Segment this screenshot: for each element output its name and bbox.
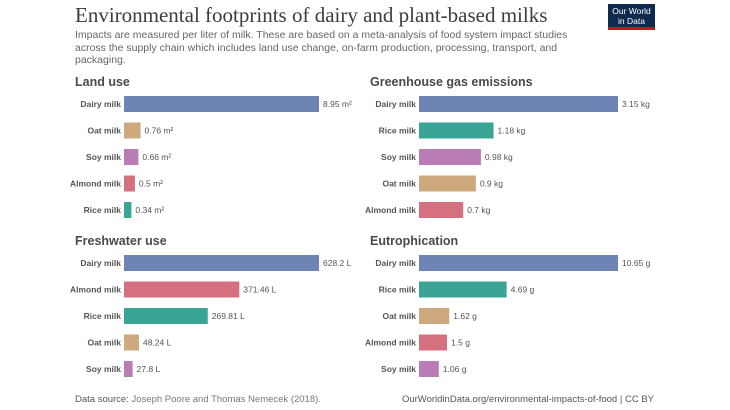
panel-freshwater-use: Freshwater use Dairy milk 628.2 L Almond mi…: [70, 234, 352, 377]
bar-rice-milk[interactable]: [419, 281, 507, 298]
source-label: Data source:: [75, 394, 129, 405]
value-label-dairy-milk: 628.2 L: [323, 258, 352, 268]
bar-dairy-milk[interactable]: [124, 96, 319, 112]
value-label-dairy-milk: 10.65 g: [622, 258, 651, 268]
bar-dairy-milk[interactable]: [419, 96, 618, 112]
value-label-oat-milk: 0.9 kg: [480, 179, 503, 189]
value-label-rice-milk: 4.69 g: [511, 285, 535, 295]
value-label-almond-milk: 0.5 m²: [139, 179, 163, 189]
bar-rice-milk[interactable]: [124, 308, 208, 324]
category-label-almond-milk: Almond milk: [365, 338, 416, 348]
category-label-oat-milk: Oat milk: [87, 338, 121, 348]
category-label-rice-milk: Rice milk: [379, 126, 417, 136]
bar-oat-milk[interactable]: [419, 175, 476, 192]
bar-almond-milk[interactable]: [419, 202, 464, 218]
bar-dairy-milk[interactable]: [419, 255, 618, 271]
category-label-soy-milk: Soy milk: [86, 152, 121, 162]
value-label-almond-milk: 371.46 L: [243, 285, 276, 295]
value-label-almond-milk: 1.5 g: [451, 338, 470, 348]
panel-title: Land use: [75, 75, 130, 89]
chart-subtitle: Impacts are measured per liter of milk. …: [75, 29, 568, 66]
panel-title: Eutrophication: [370, 234, 458, 248]
category-label-rice-milk: Rice milk: [84, 205, 122, 215]
value-label-oat-milk: 0.76 m²: [145, 126, 174, 136]
category-label-almond-milk: Almond milk: [70, 179, 121, 189]
category-label-oat-milk: Oat milk: [87, 126, 121, 136]
source-text[interactable]: Joseph Poore and Thomas Nemecek (2018).: [131, 394, 321, 405]
panel-eutrophication: Eutrophication Dairy milk 10.65 g Rice milk…: [365, 234, 651, 377]
category-label-soy-milk: Soy milk: [86, 364, 121, 374]
bar-soy-milk[interactable]: [124, 361, 133, 377]
value-label-soy-milk: 27.8 L: [137, 364, 161, 374]
value-label-dairy-milk: 8.95 m²: [323, 99, 352, 109]
bar-almond-milk[interactable]: [124, 175, 135, 192]
footer-source: Data source: Joseph Poore and Thomas Nem…: [75, 394, 321, 405]
footer-credit[interactable]: OurWorldinData.org/environmental-impacts…: [401, 394, 654, 405]
bar-soy-milk[interactable]: [419, 361, 439, 377]
value-label-soy-milk: 0.66 m²: [142, 152, 171, 162]
bar-oat-milk[interactable]: [124, 334, 139, 351]
value-label-rice-milk: 269.81 L: [212, 311, 245, 321]
logo-line-2: in Data: [618, 16, 645, 26]
value-label-oat-milk: 48.24 L: [143, 338, 172, 348]
bar-almond-milk[interactable]: [419, 334, 448, 351]
bar-soy-milk[interactable]: [419, 149, 481, 165]
value-label-dairy-milk: 3.15 kg: [622, 99, 650, 109]
bar-oat-milk[interactable]: [419, 308, 450, 324]
panel-greenhouse-gas-emissions: Greenhouse gas emissions Dairy milk 3.15 k…: [365, 75, 650, 218]
category-label-soy-milk: Soy milk: [381, 364, 416, 374]
value-label-rice-milk: 0.34 m²: [135, 205, 164, 215]
bar-rice-milk[interactable]: [124, 202, 132, 218]
category-label-dairy-milk: Dairy milk: [375, 258, 416, 268]
category-label-almond-milk: Almond milk: [70, 285, 121, 295]
value-label-oat-milk: 1.62 g: [453, 311, 477, 321]
logo-line-1: Our World: [612, 6, 651, 16]
value-label-rice-milk: 1.18 kg: [498, 126, 526, 136]
category-label-dairy-milk: Dairy milk: [375, 99, 416, 109]
value-label-soy-milk: 1.06 g: [443, 364, 467, 374]
category-label-oat-milk: Oat milk: [382, 311, 416, 321]
panel-title: Greenhouse gas emissions: [370, 75, 533, 89]
category-label-soy-milk: Soy milk: [381, 152, 416, 162]
chart-title: Environmental footprints of dairy and pl…: [75, 3, 548, 27]
value-label-almond-milk: 0.7 kg: [467, 205, 490, 215]
category-label-dairy-milk: Dairy milk: [80, 99, 121, 109]
category-label-almond-milk: Almond milk: [365, 205, 416, 215]
bar-dairy-milk[interactable]: [124, 255, 319, 271]
category-label-dairy-milk: Dairy milk: [80, 258, 121, 268]
panel-land-use: Land use Dairy milk 8.95 m² Oat milk 0.76 m²…: [70, 75, 352, 218]
bar-rice-milk[interactable]: [419, 122, 494, 139]
owid-logo[interactable]: Our World in Data: [608, 4, 655, 30]
value-label-soy-milk: 0.98 kg: [485, 152, 513, 162]
panel-title: Freshwater use: [75, 234, 167, 248]
category-label-oat-milk: Oat milk: [382, 179, 416, 189]
bar-soy-milk[interactable]: [124, 149, 139, 165]
bar-almond-milk[interactable]: [124, 281, 240, 298]
category-label-rice-milk: Rice milk: [379, 285, 417, 295]
category-label-rice-milk: Rice milk: [84, 311, 122, 321]
bar-oat-milk[interactable]: [124, 122, 141, 139]
